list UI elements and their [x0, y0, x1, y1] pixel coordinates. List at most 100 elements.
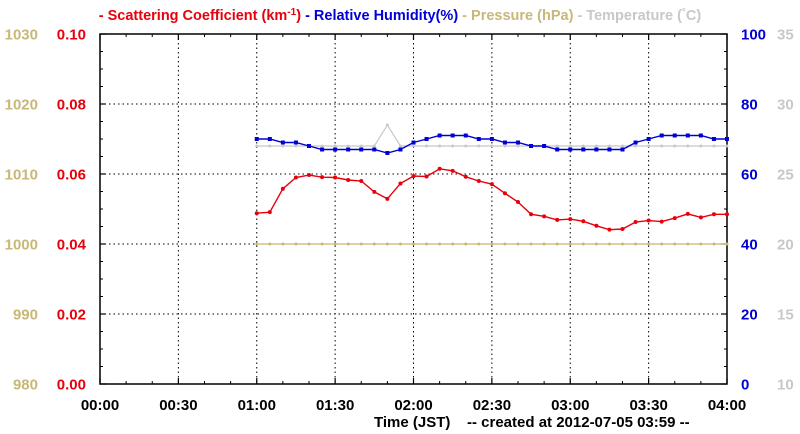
data-point-scattering-coefficient — [267, 210, 272, 215]
data-point-scattering-coefficient — [698, 215, 703, 220]
data-point-scattering-coefficient — [555, 217, 560, 222]
data-point-temperature — [281, 144, 285, 148]
data-point-scattering-coefficient — [437, 166, 442, 171]
data-point-temperature — [477, 144, 481, 148]
data-point-relative-humidity — [372, 147, 377, 152]
data-point-relative-humidity — [398, 147, 403, 152]
axis-ticks: 00:00 00:30 01:00 01:30 02:00 02:30 03:00 03:30… — [5, 27, 794, 415]
data-point-temperature — [268, 144, 272, 148]
data-point-pressure — [503, 242, 507, 246]
data-point-temperature — [503, 144, 507, 148]
data-point-scattering-coefficient — [254, 211, 259, 216]
data-point-relative-humidity — [542, 144, 547, 148]
data-point-scattering-coefficient — [346, 177, 351, 182]
data-point-pressure — [477, 242, 481, 246]
x-tick-label: 02:00 — [394, 397, 432, 414]
data-point-relative-humidity — [463, 133, 468, 138]
data-point-pressure — [372, 242, 376, 246]
legend-entry: - Scattering Coefficient (km — [99, 8, 288, 24]
data-point-pressure — [490, 242, 494, 246]
x-tick-label: 03:30 — [629, 397, 667, 414]
data-point-scattering-coefficient — [620, 226, 625, 231]
data-point-relative-humidity — [489, 137, 494, 141]
data-point-temperature — [712, 144, 716, 148]
data-point-pressure — [320, 242, 324, 246]
data-point-pressure — [385, 242, 389, 246]
chart-grid — [100, 34, 727, 384]
legend-entry: - Temperature ( — [573, 8, 682, 24]
data-point-pressure — [346, 242, 350, 246]
x-tick-label: 00:00 — [81, 397, 119, 414]
data-point-pressure — [699, 242, 703, 246]
data-point-temperature — [581, 144, 585, 148]
data-point-relative-humidity — [320, 147, 325, 152]
data-point-scattering-coefficient — [646, 218, 651, 223]
data-point-pressure — [333, 242, 337, 246]
y-tick-label-scattering: 0.10 — [57, 27, 86, 44]
data-point-scattering-coefficient — [476, 179, 481, 183]
data-point-pressure — [294, 242, 298, 246]
data-point-relative-humidity — [359, 147, 364, 152]
data-point-scattering-coefficient — [320, 175, 325, 180]
data-point-pressure — [673, 242, 677, 246]
data-point-pressure — [255, 242, 259, 246]
data-point-pressure — [281, 242, 285, 246]
y-tick-label-temperature: 15 — [777, 307, 794, 324]
data-point-relative-humidity — [411, 140, 416, 145]
series-line-scattering-coefficient — [256, 168, 727, 231]
data-point-pressure — [464, 242, 468, 246]
data-point-relative-humidity — [711, 137, 716, 141]
x-tick-label: 04:00 — [708, 397, 746, 414]
legend-entry: - Relative Humidity(%) — [301, 8, 458, 24]
data-point-relative-humidity — [529, 144, 534, 148]
data-point-scattering-coefficient — [529, 212, 534, 217]
data-point-temperature — [607, 144, 611, 148]
data-point-relative-humidity — [293, 140, 298, 145]
y-tick-label-humidity: 0 — [741, 377, 749, 394]
data-point-scattering-coefficient — [385, 196, 390, 201]
legend-suffix: ) — [296, 8, 301, 24]
x-tick-label: 01:30 — [316, 397, 354, 414]
data-point-pressure — [555, 242, 559, 246]
data-point-scattering-coefficient — [659, 219, 664, 224]
data-point-relative-humidity — [254, 137, 259, 141]
y-tick-label-temperature: 20 — [777, 237, 794, 254]
y-tick-label-pressure: 1030 — [5, 27, 38, 44]
y-tick-label-scattering: 0.04 — [57, 237, 87, 254]
y-tick-label-pressure: 980 — [13, 377, 38, 394]
y-tick-label-temperature: 30 — [777, 97, 794, 114]
data-point-relative-humidity — [346, 147, 351, 152]
data-point-pressure — [686, 242, 690, 246]
legend-superscript: -1 — [287, 7, 296, 18]
data-point-temperature — [594, 144, 598, 148]
data-point-pressure — [621, 242, 624, 246]
data-point-temperature — [725, 144, 729, 148]
legend-entry: - Pressure (hPa) — [458, 8, 573, 24]
data-point-pressure — [438, 242, 442, 246]
data-point-scattering-coefficient — [307, 173, 311, 178]
data-point-temperature — [660, 144, 664, 148]
data-point-scattering-coefficient — [581, 219, 586, 224]
data-point-pressure — [451, 242, 455, 246]
data-point-scattering-coefficient — [463, 174, 468, 179]
data-point-temperature — [464, 144, 468, 148]
y-tick-label-humidity: 100 — [741, 27, 766, 44]
data-point-temperature — [346, 144, 350, 148]
data-point-pressure — [398, 242, 402, 246]
y-tick-label-scattering: 0.02 — [57, 307, 86, 324]
data-point-temperature — [516, 144, 520, 148]
data-point-relative-humidity — [568, 147, 573, 152]
data-point-scattering-coefficient — [411, 174, 416, 179]
data-point-scattering-coefficient — [711, 212, 716, 217]
data-point-pressure — [568, 242, 572, 246]
data-point-scattering-coefficient — [594, 223, 599, 228]
data-point-relative-humidity — [502, 140, 507, 145]
y-tick-label-temperature: 10 — [777, 377, 794, 394]
data-point-relative-humidity — [555, 147, 560, 152]
y-tick-label-temperature: 25 — [777, 167, 794, 184]
data-point-relative-humidity — [685, 133, 690, 138]
data-point-temperature — [634, 144, 638, 148]
data-point-scattering-coefficient — [372, 189, 377, 194]
data-point-pressure — [712, 242, 716, 246]
